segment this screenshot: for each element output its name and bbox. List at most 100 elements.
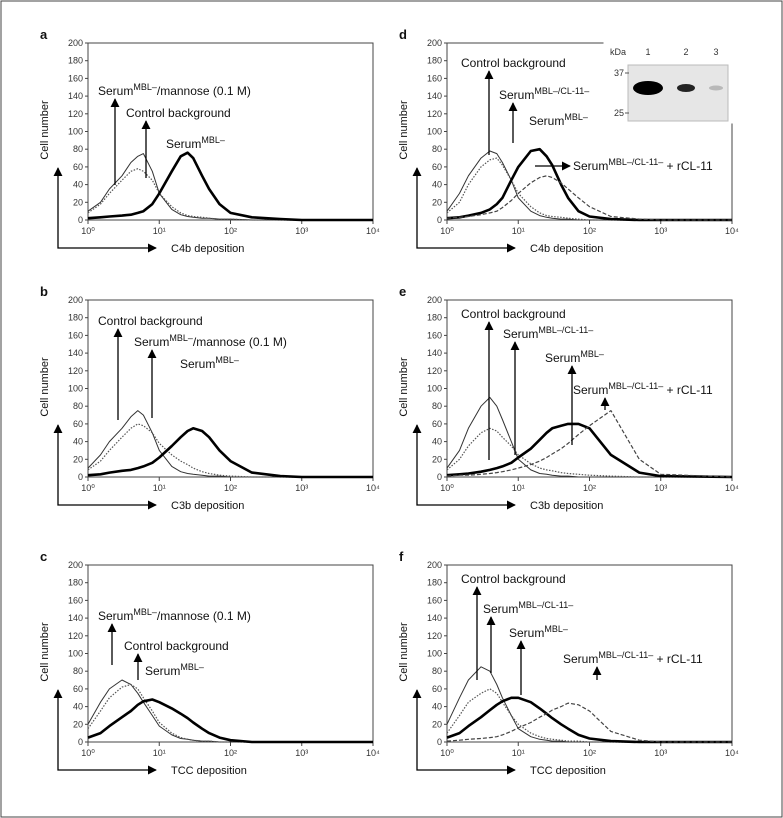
x-tick-label: 10⁴ [725,483,739,493]
x-tick-label: 10⁰ [81,483,95,493]
blot-band [677,84,695,92]
annotation: Control background [461,307,566,321]
annotation-text: Control background [461,56,566,70]
y-tick-label: 60 [73,162,83,172]
y-tick-label: 200 [427,560,442,570]
annotation: SerumMBL–/CL-11– [499,86,589,102]
inset-lane: 1 [645,47,650,57]
axis-arrow [412,424,516,510]
inset-marker: 25 [614,108,624,118]
x-tick-label: 10⁴ [725,748,739,758]
histogram-trace [87,151,373,222]
histogram-trace [87,427,373,479]
annotation: Control background [126,106,231,120]
x-tick-label: 10⁰ [81,748,95,758]
y-tick-label: 0 [78,472,83,482]
inset-lane: 3 [713,47,718,57]
y-tick-label: 60 [73,684,83,694]
panel: d 0 20 40 60 80 100 120 140 160 180 200 10⁰ 10¹ 10² 10³… [398,27,739,255]
y-tick-label: 80 [73,401,83,411]
x-tick-label: 10¹ [512,748,525,758]
annotation-text: + rCL-11 [653,652,703,666]
panel: a 0 20 40 60 80 100 120 140 160 180 200 10⁰ 10¹ 10² 10³… [39,27,380,255]
y-tick-label: 120 [427,366,442,376]
histogram-trace [87,698,373,744]
y-tick-label: 60 [73,419,83,429]
y-tick-label: 80 [73,666,83,676]
panel-letter: e [399,284,406,299]
inset-unit: kDa [610,47,626,57]
y-tick-label: 40 [73,702,83,712]
axis-arrow [53,689,157,775]
annotation-sup: MBL–/CL-11– [518,600,573,610]
x-tick-label: 10³ [295,226,308,236]
panel-letter: f [399,549,404,564]
y-tick-label: 40 [432,437,442,447]
x-tick-label: 10¹ [512,483,525,493]
x-axis-label: TCC deposition [171,765,247,777]
y-tick-label: 40 [432,180,442,190]
y-tick-label: 120 [68,631,83,641]
panel-letter: a [40,27,48,42]
y-tick-label: 180 [68,56,83,66]
annotation: SerumMBL– [545,349,604,365]
x-tick-label: 10⁴ [366,226,380,236]
y-tick-label: 100 [427,384,442,394]
panel: e 0 20 40 60 80 100 120 140 160 180 200 10⁰ 10¹ 10² 10³… [398,284,739,512]
y-axis-label: Cell number [39,357,51,417]
annotation: SerumMBL– [509,624,568,640]
histogram-trace [87,168,373,221]
annotation: SerumMBL– [180,355,239,371]
x-tick-label: 10⁴ [366,483,380,493]
y-tick-label: 180 [68,313,83,323]
y-tick-label: 0 [437,472,442,482]
y-tick-label: 40 [432,702,442,712]
annotation-sup: MBL– [180,662,204,672]
annotation: SerumMBL–/mannose (0.1 M) [98,607,251,623]
y-tick-label: 0 [78,737,83,747]
annotation-text: Control background [461,572,566,586]
y-tick-label: 40 [73,180,83,190]
annotation-text: Serum [180,357,215,371]
annotation-sup: MBL–/CL-11– [598,650,653,660]
annotation-sup: MBL– [580,349,604,359]
annotation-text: /mannose (0.1 M) [157,609,251,623]
y-tick-label: 140 [427,91,442,101]
x-tick-label: 10³ [295,483,308,493]
annotation: SerumMBL–/mannose (0.1 M) [98,82,251,98]
histogram-trace [446,688,732,743]
y-tick-label: 100 [427,127,442,137]
annotation-sup: MBL– [133,607,157,617]
annotation-text: Serum [563,652,598,666]
x-tick-label: 10⁰ [440,748,454,758]
annotation-text: + rCL-11 [663,383,713,397]
annotation: Control background [461,56,566,70]
x-tick-label: 10² [224,483,237,493]
histogram-trace [446,150,732,221]
annotation-sup: MBL–/CL-11– [608,381,663,391]
inset-marker: 37 [614,68,624,78]
annotation: SerumMBL–/CL-11– [503,325,593,341]
axis-arrow [412,689,516,775]
x-tick-label: 10³ [654,483,667,493]
y-tick-label: 160 [68,330,83,340]
y-axis-label: Cell number [398,622,410,682]
annotation-text: Serum [573,159,608,173]
axis-arrow [53,167,157,253]
annotation-text: /mannose (0.1 M) [193,335,287,349]
y-tick-label: 60 [432,419,442,429]
annotation: SerumMBL–/CL-11– + rCL-11 [563,650,703,666]
x-axis-label: C4b deposition [171,243,244,255]
y-tick-label: 0 [437,737,442,747]
axis-arrow [53,424,157,510]
blot-band [633,81,663,95]
y-tick-label: 140 [68,613,83,623]
annotation-text: Serum [529,114,564,128]
x-tick-label: 10⁰ [440,226,454,236]
x-tick-label: 10⁰ [440,483,454,493]
annotation-text: Serum [503,327,538,341]
annotation-text: Control background [98,314,203,328]
x-tick-label: 10¹ [153,748,166,758]
x-tick-label: 10³ [654,226,667,236]
